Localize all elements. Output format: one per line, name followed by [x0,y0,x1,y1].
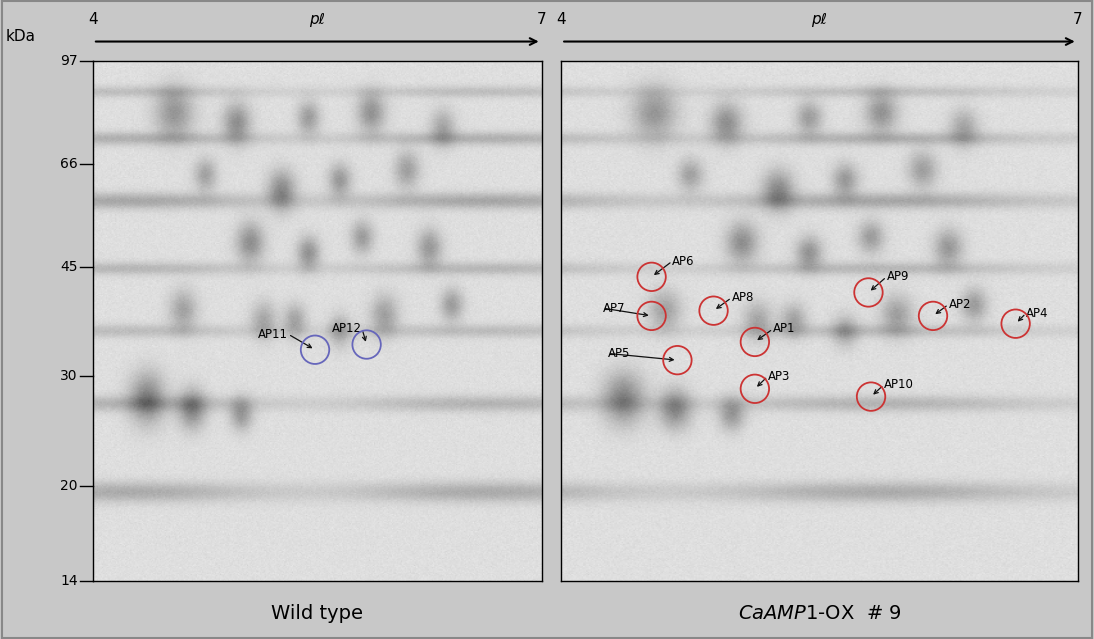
Text: pℓ: pℓ [812,12,827,27]
Text: 4: 4 [557,12,566,27]
Text: AP12: AP12 [333,323,362,335]
Text: AP7: AP7 [603,302,625,314]
Text: 4: 4 [89,12,97,27]
Text: $\mathit{CaAMP1}$-OX  # 9: $\mathit{CaAMP1}$-OX # 9 [737,604,901,623]
Text: pℓ: pℓ [310,12,325,27]
Text: kDa: kDa [5,29,35,43]
Text: AP2: AP2 [948,298,971,311]
Text: AP5: AP5 [607,347,630,360]
Text: AP9: AP9 [886,270,909,283]
Text: 66: 66 [60,157,78,171]
Text: 45: 45 [60,260,78,274]
Text: AP6: AP6 [672,255,695,268]
Text: AP8: AP8 [732,291,754,304]
Text: 14: 14 [60,574,78,589]
Text: 7: 7 [537,12,546,27]
Text: AP10: AP10 [884,378,913,391]
Text: 97: 97 [60,54,78,68]
Text: 7: 7 [1073,12,1082,27]
Text: Wild type: Wild type [271,604,363,623]
Text: 20: 20 [60,479,78,493]
Text: AP4: AP4 [1026,307,1048,320]
Text: AP3: AP3 [768,370,790,383]
Text: AP1: AP1 [773,323,795,335]
Text: 30: 30 [60,369,78,383]
Text: AP11: AP11 [258,328,288,341]
